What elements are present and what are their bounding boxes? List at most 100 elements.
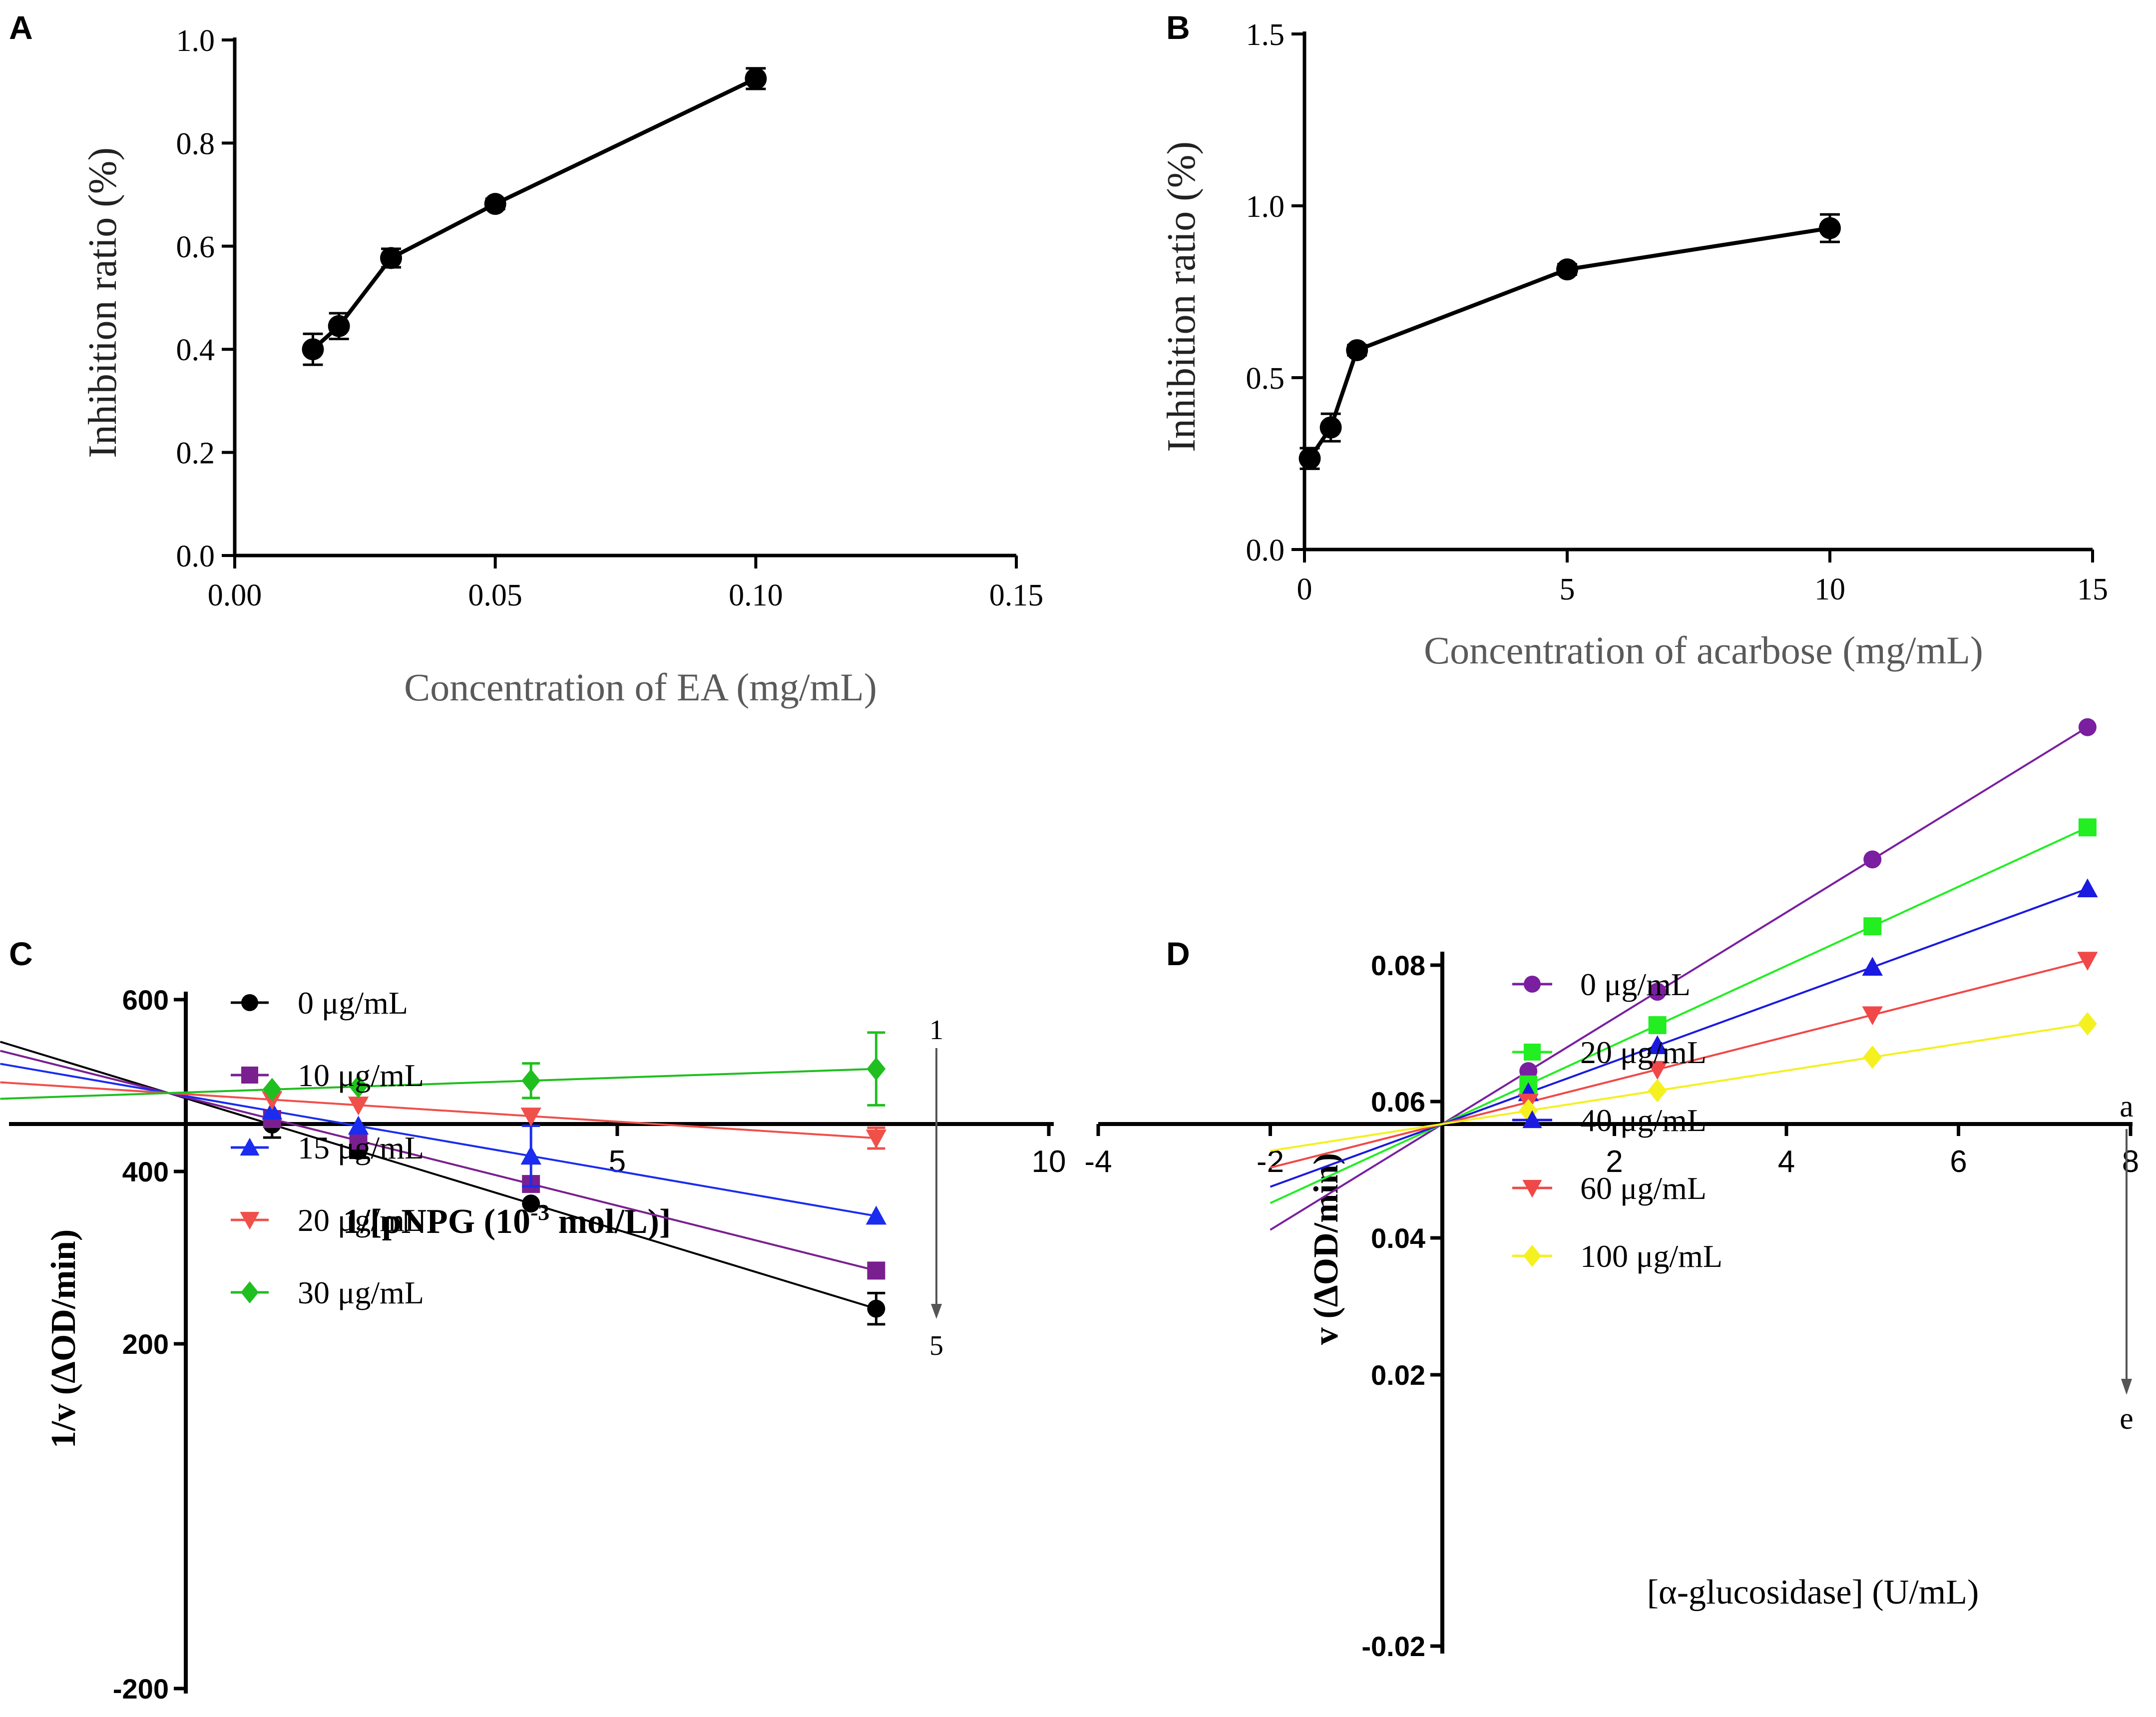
arrow-label-start: a — [2120, 1090, 2134, 1124]
y-axis-label: Inhibition ratio (%) — [81, 147, 125, 458]
y-axis-label: v (ΔOD/min) — [1307, 1153, 1345, 1345]
panel-label-d: D — [1166, 935, 1190, 972]
legend-marker — [1522, 1179, 1542, 1198]
legend-label: 40 μg/mL — [1580, 1103, 1707, 1138]
panel-label-b: B — [1166, 9, 1190, 46]
x-tick-label: 2 — [1606, 1145, 1623, 1179]
panel-label-c: C — [9, 935, 33, 972]
y-tick-label: -0.02 — [1361, 1631, 1425, 1662]
data-point — [745, 67, 767, 90]
x-tick-label: 5 — [609, 1145, 626, 1179]
data-point — [520, 1145, 541, 1165]
panel-b: B 0.0 0.5 1.0 1.5 0 5 10 15 Concentration of acar… — [1160, 9, 2108, 672]
regression-line — [0, 1041, 876, 1310]
legend-marker — [1524, 976, 1541, 993]
legend-label: 20 μg/mL — [298, 1202, 424, 1238]
regression-line — [1270, 726, 2088, 1231]
data-point — [865, 1130, 887, 1148]
x-tick-label: 5 — [1560, 572, 1575, 606]
x-tick-label: 8 — [2122, 1145, 2139, 1179]
regression-line — [0, 1081, 876, 1140]
regression-line — [1270, 959, 2088, 1169]
data-point — [1647, 1035, 1668, 1055]
y-tick-label: 0.0 — [176, 540, 215, 573]
data-point — [1862, 1006, 1883, 1026]
x-axis-label: Concentration of acarbose (mg/mL) — [1424, 628, 1983, 672]
data-point — [867, 1299, 885, 1318]
data-point — [866, 1057, 886, 1081]
arrow-label-end: 5 — [929, 1330, 943, 1361]
data-point — [1319, 416, 1342, 439]
data-point — [1648, 1016, 1667, 1035]
y-tick-label: 600 — [122, 984, 169, 1016]
data-point — [1862, 957, 1883, 976]
y-tick-label: 0.08 — [1371, 950, 1425, 981]
legend-marker — [240, 1211, 260, 1230]
data-point — [380, 247, 402, 269]
data-point — [867, 1261, 885, 1280]
data-point — [520, 1108, 541, 1127]
legend-marker — [1522, 1110, 1542, 1129]
data-point — [2077, 952, 2098, 971]
x-tick-label: 15 — [2077, 572, 2108, 606]
arrow-label-start: 1 — [929, 1015, 943, 1046]
legend-label: 10 μg/mL — [298, 1058, 424, 1093]
legend-marker — [241, 1281, 259, 1304]
data-point — [328, 315, 350, 337]
x-axis-label-main: 1/[pNPG (10 — [343, 1202, 530, 1241]
y-tick-label: 0.4 — [176, 333, 215, 367]
y-tick-label: 0.06 — [1371, 1086, 1425, 1118]
data-point — [348, 1116, 369, 1135]
regression-line — [1270, 1023, 2088, 1152]
x-tick-label: 0.00 — [208, 578, 262, 612]
data-point — [522, 1194, 540, 1213]
x-axis-label: 1/[pNPG (10-3 mol/L)] — [343, 1199, 671, 1241]
panel-label-a: A — [9, 9, 33, 46]
x-tick-label: 6 — [1950, 1145, 1967, 1179]
y-axis-label: Inhibition ratio (%) — [1160, 141, 1204, 452]
y-tick-label: 0.5 — [1246, 362, 1285, 396]
series-line — [311, 76, 757, 351]
panel-a: A 0.0 0.2 0.4 0.6 0.8 1.0 0.00 0.05 0.10 0.15 Conce… — [9, 9, 1043, 709]
data-point — [2078, 818, 2097, 837]
data-point — [2078, 718, 2097, 736]
data-point — [865, 1205, 887, 1225]
data-point — [1863, 917, 1882, 936]
legend-marker — [241, 994, 258, 1011]
regression-line — [1270, 826, 2088, 1204]
data-point — [262, 1101, 283, 1120]
x-tick-label: 4 — [1778, 1145, 1795, 1179]
x-tick-label: 10 — [1032, 1145, 1066, 1179]
data-point — [349, 1075, 368, 1099]
data-point — [1863, 1045, 1882, 1069]
legend-marker — [240, 1138, 260, 1156]
y-tick-label: 400 — [122, 1156, 169, 1187]
x-tick-label: -4 — [1084, 1145, 1112, 1179]
data-point — [1647, 1061, 1668, 1080]
data-point — [1346, 339, 1368, 361]
data-point — [1298, 447, 1321, 470]
regression-line — [0, 1068, 876, 1100]
legend-label: 0 μg/mL — [1580, 967, 1691, 1002]
arrow-head — [2121, 1379, 2132, 1395]
legend-marker — [1523, 1244, 1541, 1267]
y-tick-label: 0.0 — [1246, 534, 1285, 568]
y-tick-label: 1.0 — [1246, 190, 1285, 224]
data-point — [302, 338, 324, 361]
data-point — [1863, 850, 1882, 869]
y-tick-label: 0.2 — [176, 437, 215, 471]
data-point — [2077, 878, 2098, 898]
arrow-head — [931, 1304, 942, 1319]
x-axis-label: [α-glucosidase] (U/mL) — [1647, 1573, 1979, 1612]
y-axis-label: 1/v (ΔOD/min) — [44, 1229, 83, 1449]
legend-label: 15 μg/mL — [298, 1130, 424, 1165]
data-point — [521, 1069, 541, 1093]
regression-line — [1270, 888, 2088, 1188]
data-point — [349, 1132, 368, 1150]
data-point — [1648, 1079, 1667, 1103]
x-tick-label: 0.05 — [468, 578, 522, 612]
legend-marker — [1524, 1044, 1541, 1061]
data-point — [348, 1097, 369, 1116]
panel-d: D-0.020.020.040.060.08-4 -2 2 4 6 8[α-glucosi… — [1084, 718, 2139, 1662]
